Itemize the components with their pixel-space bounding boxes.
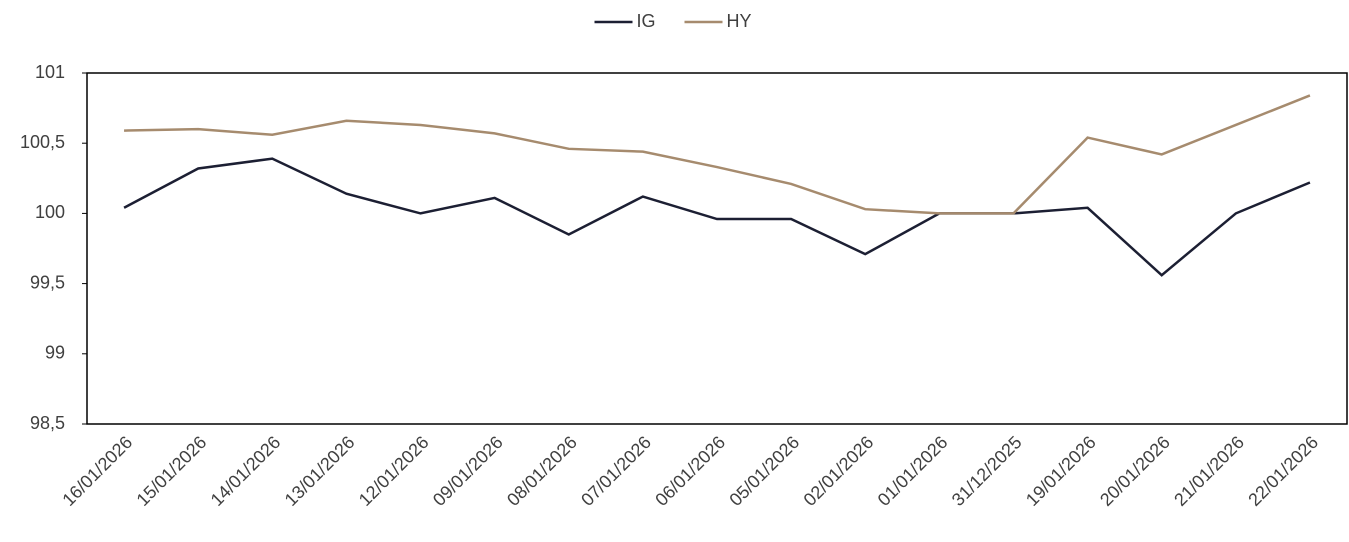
line-series <box>124 94 1311 215</box>
y-tick-label: 101 <box>35 62 65 82</box>
x-tick-label: 01/01/2026 <box>874 432 952 510</box>
x-tick-label: 12/01/2026 <box>355 432 433 510</box>
x-tick-label: 07/01/2026 <box>577 432 655 510</box>
x-tick-label: 13/01/2026 <box>281 432 359 510</box>
x-tick-label: 16/01/2026 <box>58 432 136 510</box>
x-tick-label: 05/01/2026 <box>725 432 803 510</box>
x-tick-label: 02/01/2026 <box>800 432 878 510</box>
x-tick-label: 15/01/2026 <box>133 432 211 510</box>
x-tick-label: 08/01/2026 <box>503 432 581 510</box>
y-tick-label: 100 <box>35 202 65 222</box>
y-tick-label: 100,5 <box>20 132 65 152</box>
line-series <box>123 157 1311 277</box>
y-tick-label: 99,5 <box>30 272 65 292</box>
x-tick-label: 21/01/2026 <box>1170 432 1248 510</box>
y-tick-label: 99 <box>45 343 65 363</box>
legend-label: HY <box>727 11 752 31</box>
plot-frame <box>86 72 1348 425</box>
x-tick-label: 31/12/2025 <box>948 432 1026 510</box>
x-tick-label: 06/01/2026 <box>651 432 729 510</box>
legend-label: IG <box>637 11 656 31</box>
x-tick-label: 19/01/2026 <box>1022 432 1100 510</box>
x-tick-label: 20/01/2026 <box>1096 432 1174 510</box>
x-tick-label: 14/01/2026 <box>207 432 285 510</box>
x-tick-label: 09/01/2026 <box>429 432 507 510</box>
y-tick-label: 98,5 <box>30 413 65 433</box>
x-tick-label: 22/01/2026 <box>1244 432 1322 510</box>
